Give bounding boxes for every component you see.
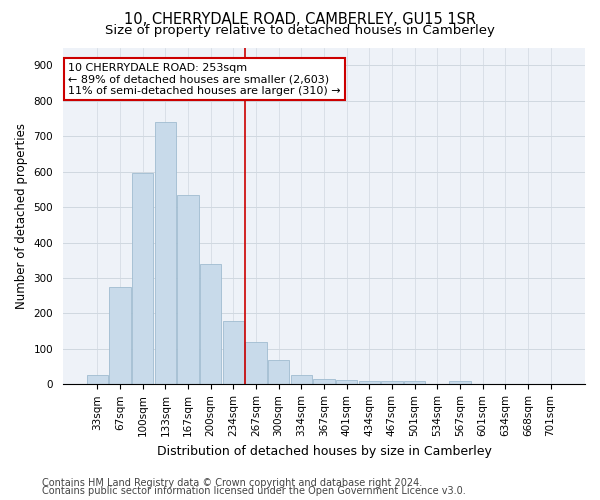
Bar: [268, 360, 289, 384]
Text: Contains public sector information licensed under the Open Government Licence v3: Contains public sector information licen…: [42, 486, 466, 496]
Bar: [381, 382, 403, 384]
Text: 10 CHERRYDALE ROAD: 253sqm
← 89% of detached houses are smaller (2,603)
11% of s: 10 CHERRYDALE ROAD: 253sqm ← 89% of deta…: [68, 62, 341, 96]
Bar: [404, 382, 425, 384]
X-axis label: Distribution of detached houses by size in Camberley: Distribution of detached houses by size …: [157, 444, 491, 458]
Bar: [132, 174, 154, 384]
Y-axis label: Number of detached properties: Number of detached properties: [15, 123, 28, 309]
Bar: [223, 320, 244, 384]
Bar: [155, 122, 176, 384]
Bar: [245, 342, 267, 384]
Bar: [336, 380, 358, 384]
Text: 10, CHERRYDALE ROAD, CAMBERLEY, GU15 1SR: 10, CHERRYDALE ROAD, CAMBERLEY, GU15 1SR: [124, 12, 476, 28]
Bar: [290, 376, 312, 384]
Bar: [177, 194, 199, 384]
Text: Contains HM Land Registry data © Crown copyright and database right 2024.: Contains HM Land Registry data © Crown c…: [42, 478, 422, 488]
Bar: [449, 382, 470, 384]
Bar: [200, 264, 221, 384]
Bar: [313, 379, 335, 384]
Text: Size of property relative to detached houses in Camberley: Size of property relative to detached ho…: [105, 24, 495, 37]
Bar: [359, 381, 380, 384]
Bar: [86, 376, 108, 384]
Bar: [109, 287, 131, 384]
